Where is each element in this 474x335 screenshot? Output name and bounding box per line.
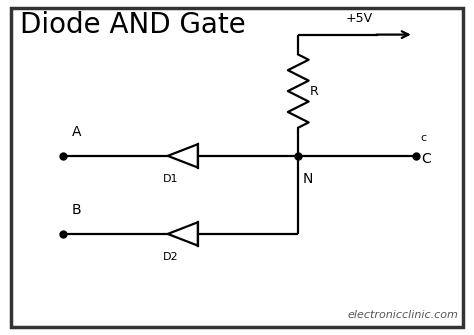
Text: electronicclinic.com: electronicclinic.com xyxy=(347,310,458,320)
Text: D1: D1 xyxy=(163,174,179,184)
Text: Diode AND Gate: Diode AND Gate xyxy=(20,11,246,39)
Polygon shape xyxy=(168,222,198,246)
Text: C: C xyxy=(421,152,430,166)
Text: A: A xyxy=(72,125,82,139)
Polygon shape xyxy=(168,144,198,168)
Text: D2: D2 xyxy=(163,252,179,262)
Text: N: N xyxy=(303,173,313,187)
Text: B: B xyxy=(72,203,82,217)
Text: +5V: +5V xyxy=(346,12,373,25)
Text: c: c xyxy=(421,133,427,143)
Text: R: R xyxy=(310,85,319,97)
